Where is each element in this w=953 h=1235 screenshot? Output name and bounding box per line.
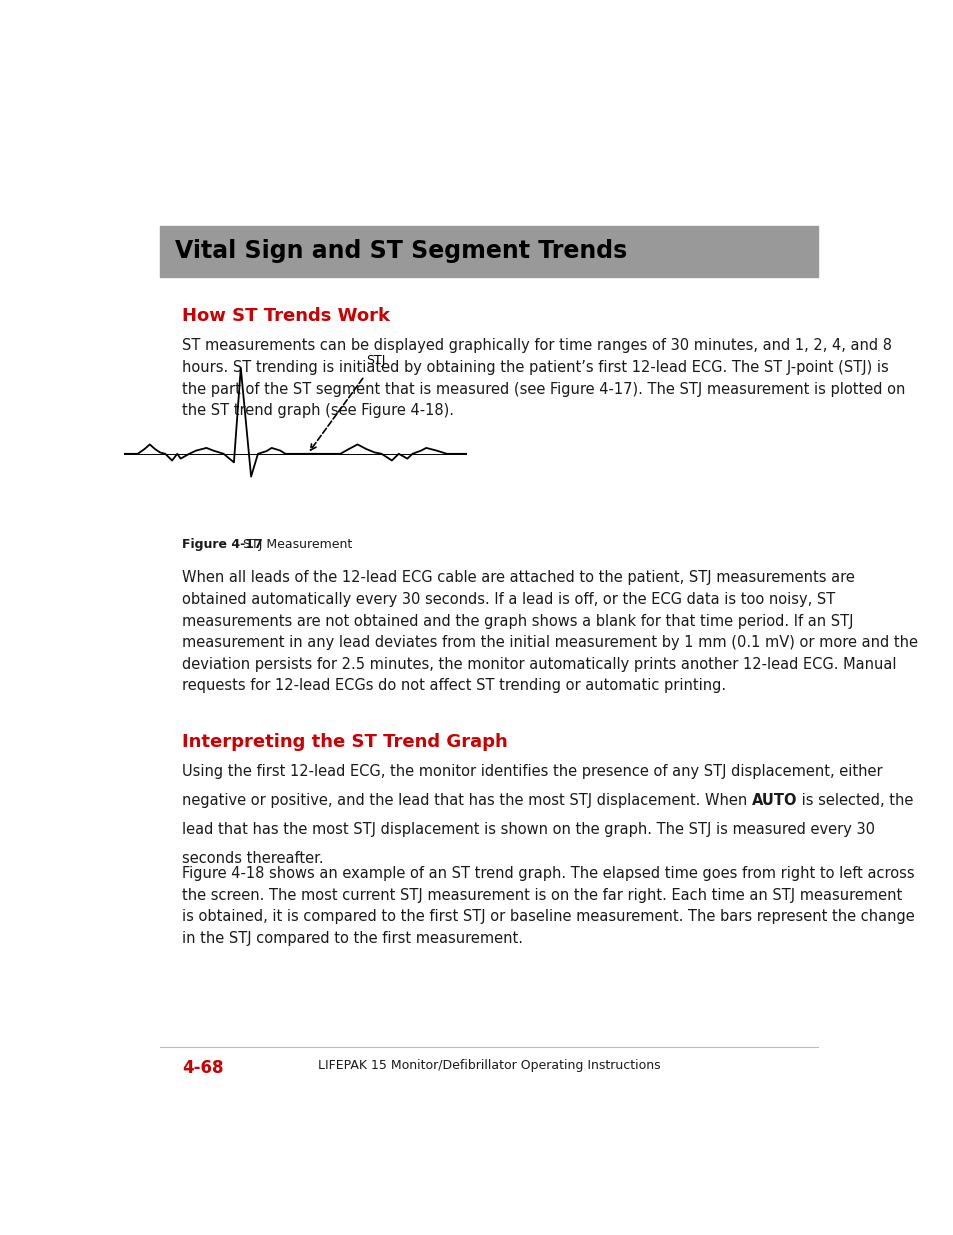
Text: STJ: STJ <box>366 353 385 367</box>
Text: negative or positive, and the lead that has the most STJ displacement. When: negative or positive, and the lead that … <box>182 793 751 809</box>
Text: AUTO: AUTO <box>751 793 797 809</box>
Text: seconds thereafter.: seconds thereafter. <box>182 851 323 867</box>
Text: Figure 4-18 shows an example of an ST trend graph. The elapsed time goes from ri: Figure 4-18 shows an example of an ST tr… <box>182 866 914 946</box>
Text: is selected, the: is selected, the <box>797 793 913 809</box>
Bar <box>160 226 817 277</box>
Text: Vital Sign and ST Segment Trends: Vital Sign and ST Segment Trends <box>174 240 626 263</box>
Text: ST measurements can be displayed graphically for time ranges of 30 minutes, and : ST measurements can be displayed graphic… <box>182 338 904 419</box>
Text: Figure 4-17: Figure 4-17 <box>182 538 263 551</box>
Text: When all leads of the 12-lead ECG cable are attached to the patient, STJ measure: When all leads of the 12-lead ECG cable … <box>182 571 917 693</box>
Text: lead that has the most STJ displacement is shown on the graph. The STJ is measur: lead that has the most STJ displacement … <box>182 823 874 837</box>
Text: LIFEPAK 15 Monitor/Defibrillator Operating Instructions: LIFEPAK 15 Monitor/Defibrillator Operati… <box>317 1060 659 1072</box>
Text: 4-68: 4-68 <box>182 1060 223 1077</box>
Text: Using the first 12-lead ECG, the monitor identifies the presence of any STJ disp: Using the first 12-lead ECG, the monitor… <box>182 764 882 779</box>
Text: STJ Measurement: STJ Measurement <box>235 538 353 551</box>
Text: How ST Trends Work: How ST Trends Work <box>182 308 390 325</box>
Text: Interpreting the ST Trend Graph: Interpreting the ST Trend Graph <box>182 734 507 751</box>
